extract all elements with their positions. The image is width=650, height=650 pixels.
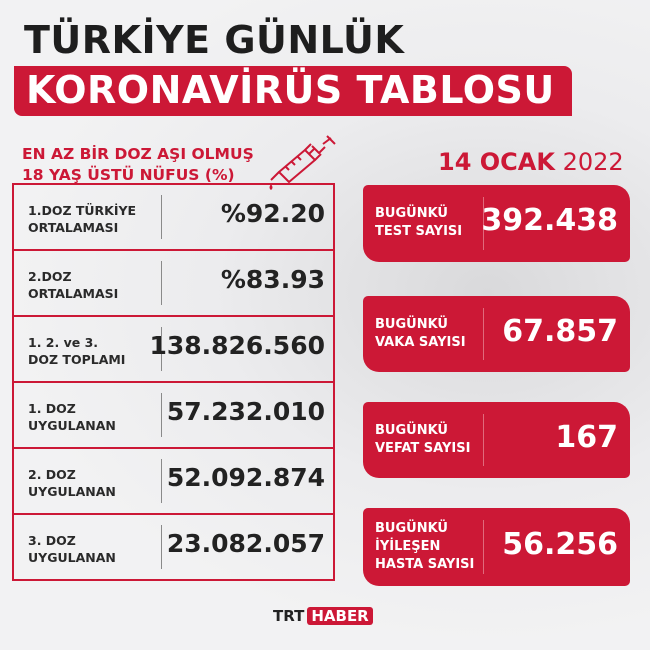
divider (161, 393, 162, 437)
stat-box-deaths: BUGÜNKÜ VEFAT SAYISI 167 (363, 402, 630, 478)
stat-value: 167 (555, 420, 618, 455)
table-row: 1. DOZ UYGULANAN 57.232.010 (14, 383, 333, 449)
divider (161, 195, 162, 239)
table-row: 1.DOZ TÜRKİYE ORTALAMASI %92.20 (14, 185, 333, 251)
stat-box-recovered: BUGÜNKÜ İYİLEŞEN HASTA SAYISI 56.256 (363, 508, 630, 586)
table-row: 1. 2. ve 3. DOZ TOPLAMI 138.826.560 (14, 317, 333, 383)
row-label: 3. DOZ UYGULANAN (28, 533, 116, 565)
stat-value: 392.438 (481, 203, 618, 238)
date-day-month: 14 OCAK (438, 148, 555, 176)
subtitle-line-2: 18 YAŞ ÜSTÜ NÜFUS (%) (22, 166, 235, 184)
row-label: 2.DOZ ORTALAMASI (28, 269, 119, 301)
vaccine-table: 1.DOZ TÜRKİYE ORTALAMASI %92.20 2.DOZ ORTA… (12, 183, 335, 581)
divider (161, 459, 162, 503)
title-line-1: TÜRKİYE GÜNLÜK (24, 18, 405, 62)
row-value: %83.93 (220, 265, 325, 294)
divider (161, 261, 162, 305)
row-label: 1.DOZ TÜRKİYE ORTALAMASI (28, 203, 137, 235)
stat-box-cases: BUGÜNKÜ VAKA SAYISI 67.857 (363, 296, 630, 372)
stat-value: 67.857 (502, 314, 618, 349)
stat-label: BUGÜNKÜ TEST SAYISI (375, 206, 463, 239)
report-date: 14 OCAK 2022 (438, 148, 624, 176)
logo-haber: HABER (307, 607, 373, 625)
title-banner (14, 66, 572, 116)
vaccine-subtitle: EN AZ BİR DOZ AŞI OLMUŞ 18 YAŞ ÜSTÜ NÜFU… (22, 144, 254, 186)
row-value: 52.092.874 (166, 463, 325, 492)
stat-label: BUGÜNKÜ VAKA SAYISI (375, 317, 466, 350)
row-label: 1. 2. ve 3. DOZ TOPLAMI (28, 335, 126, 367)
stat-value: 56.256 (502, 527, 618, 562)
divider (483, 308, 484, 360)
stat-box-test: BUGÜNKÜ TEST SAYISI 392.438 (363, 185, 630, 262)
trt-haber-logo: TRT HABER (273, 607, 373, 625)
table-row: 2. DOZ UYGULANAN 52.092.874 (14, 449, 333, 515)
date-year: 2022 (562, 148, 624, 176)
divider (161, 525, 162, 569)
divider (483, 414, 484, 466)
syringe-icon (269, 135, 336, 190)
row-label: 1. DOZ UYGULANAN (28, 401, 116, 433)
table-row: 3. DOZ UYGULANAN 23.082.057 (14, 515, 333, 581)
row-value: 57.232.010 (166, 397, 325, 426)
divider (483, 520, 484, 574)
row-value: %92.20 (220, 199, 325, 228)
divider (483, 197, 484, 250)
row-value: 138.826.560 (149, 331, 325, 360)
table-row: 2.DOZ ORTALAMASI %83.93 (14, 251, 333, 317)
title-line-2: KORONAVİRÜS TABLOSU (26, 68, 555, 112)
subtitle-line-1: EN AZ BİR DOZ AŞI OLMUŞ (22, 145, 254, 163)
divider (161, 327, 162, 371)
logo-trt: TRT (273, 607, 305, 625)
stat-label: BUGÜNKÜ İYİLEŞEN HASTA SAYISI (375, 521, 475, 572)
row-value: 23.082.057 (166, 529, 325, 558)
row-label: 2. DOZ UYGULANAN (28, 467, 116, 499)
stat-label: BUGÜNKÜ VEFAT SAYISI (375, 423, 471, 456)
